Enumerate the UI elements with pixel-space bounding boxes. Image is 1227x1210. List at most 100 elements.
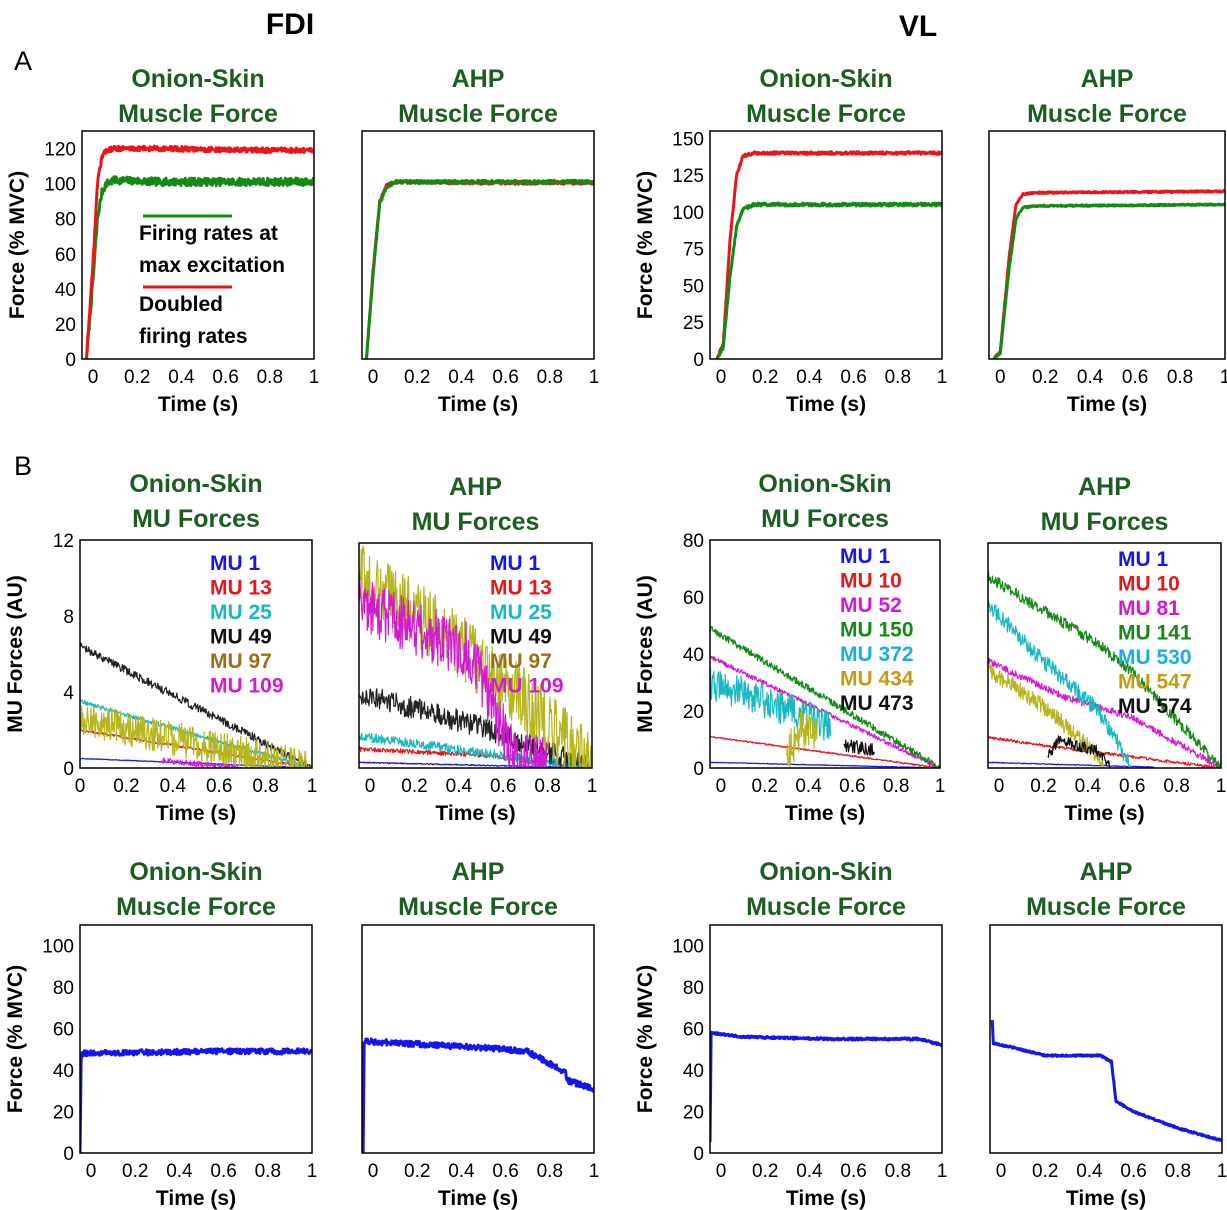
legend-entry: MU 530: [1118, 646, 1192, 669]
chart-vl-onion-mu-b: Onion-Skin MU Forces 0 0.2 0.4 0.6 0.8 1 0 20 40 60…: [634, 470, 945, 825]
series-line-mu-81: [988, 657, 1221, 768]
x-axis-label: Time (s): [1064, 802, 1144, 825]
x-tick-label: 0.2: [752, 1161, 778, 1182]
chart-vl-onion-muscle-a: Onion-Skin Muscle Force 0 0.2 0.4 0.6 0.8 1 0 25 5…: [634, 65, 947, 416]
chart-title: Muscle Force: [118, 100, 278, 128]
legend-entry: MU 141: [1118, 622, 1192, 645]
x-axis-label: Time (s): [438, 393, 518, 416]
x-tick-label: 0: [365, 776, 376, 797]
legend-entry: MU 434: [840, 668, 914, 691]
chart-title: Muscle Force: [398, 893, 558, 921]
x-tick-label: 0.4: [446, 776, 473, 797]
legend-entry: MU 109: [490, 675, 564, 698]
y-tick-label: 20: [683, 702, 704, 723]
series-line-mu-1: [710, 761, 940, 768]
x-tick-label: 0.2: [404, 367, 430, 388]
x-axis-label: Time (s): [786, 1187, 866, 1210]
series-line-firing-rates-at-max-excitation: [84, 175, 314, 359]
y-tick-label: 20: [53, 1103, 74, 1124]
x-tick-label: 1: [589, 367, 600, 388]
x-axis-label: Time (s): [156, 802, 236, 825]
legend-entry: MU 574: [1118, 695, 1192, 718]
plot-frame: [709, 130, 943, 360]
chart-title: Muscle Force: [1027, 100, 1187, 128]
x-tick-label: 1: [309, 367, 320, 388]
x-tick-label: 0.4: [448, 367, 475, 388]
chart-title: Onion-Skin: [129, 858, 262, 886]
chart-title: Muscle Force: [398, 100, 558, 128]
y-tick-label: 80: [55, 210, 76, 231]
chart-title: Onion-Skin: [758, 470, 891, 498]
y-tick-label: 0: [693, 1144, 704, 1165]
x-tick-label: 0.6: [1120, 1161, 1146, 1182]
chart-vl-ahp-muscle-a: AHP Muscle Force 0 0.2 0.4 0.6 0.8 1 Time (s): [988, 65, 1227, 416]
legend-entry: MU 49: [210, 626, 272, 649]
series-line: [715, 150, 942, 359]
chart-title: Muscle Force: [746, 893, 906, 921]
chart-fdi-onion-mu-b: Onion-Skin MU Forces 0 0.2 0.4 0.6 0.8 1 0 4 8 12 Ti…: [4, 470, 317, 825]
x-tick-label: 0.6: [490, 776, 516, 797]
series-line: [362, 1037, 594, 1153]
x-tick-label: 1: [307, 776, 318, 797]
x-tick-label: 0.6: [840, 1161, 866, 1182]
y-axis-label: Force (% MVC): [634, 965, 657, 1113]
x-axis-label: Time (s): [438, 1187, 518, 1210]
y-tick-label: 60: [683, 588, 704, 609]
chart-title: Onion-Skin: [131, 65, 264, 93]
y-tick-label: 40: [683, 1061, 704, 1082]
series-line-doubled-firing-rates: [84, 144, 314, 359]
legend-entry: MU 13: [210, 577, 272, 600]
y-tick-label: 0: [693, 759, 704, 780]
chart-title: Muscle Force: [746, 100, 906, 128]
chart-title: Onion-Skin: [759, 65, 892, 93]
series-line-mu-49: [80, 642, 312, 768]
y-axis-label: MU Forces (AU): [4, 575, 27, 733]
charts: Onion-Skin Muscle Force 0 0.2 0.4 0.6 0.8 1 0 20 4…: [4, 65, 1227, 1210]
y-tick-label: 125: [672, 166, 704, 187]
y-tick-label: 0: [65, 350, 76, 371]
chart-title: MU Forces: [761, 505, 889, 533]
y-tick-label: 60: [683, 1020, 704, 1041]
x-tick-label: 0.2: [122, 1161, 148, 1182]
series-line-mu-141: [988, 571, 1221, 768]
x-tick-label: 0.6: [1119, 776, 1145, 797]
x-tick-label: 1: [589, 1161, 600, 1182]
x-tick-label: 0.8: [1165, 1161, 1191, 1182]
x-tick-label: 0: [994, 776, 1005, 797]
plot-frame: [358, 542, 593, 769]
chart-vl-onion-muscle-b: Onion-Skin Muscle Force 0 0.2 0.4 0.6 0.8 1 0 20 4…: [634, 858, 947, 1210]
legend-entry: MU 97: [490, 650, 552, 673]
legend-entry: MU 1: [1118, 548, 1168, 571]
x-tick-label: 0.4: [1077, 367, 1104, 388]
series-line-mu-25: [80, 699, 312, 768]
series-line-mu-372: [710, 666, 832, 741]
x-tick-label: 0.8: [255, 1161, 281, 1182]
legend-entry: MU 473: [840, 692, 914, 715]
chart-fdi-ahp-muscle-b: AHP Muscle Force 0 0.2 0.4 0.6 0.8 1 Time (s): [361, 858, 600, 1210]
plot-frame: [79, 924, 313, 1154]
legend-entry: MU 10: [1118, 573, 1180, 596]
x-tick-label: 1: [1217, 1161, 1227, 1182]
x-tick-label: 0.6: [840, 367, 866, 388]
x-axis-label: Time (s): [158, 393, 238, 416]
x-tick-label: 0.2: [1032, 367, 1058, 388]
series-line-mu-473: [843, 739, 875, 756]
y-tick-label: 80: [53, 978, 74, 999]
chart-title: Muscle Force: [1026, 893, 1186, 921]
x-tick-label: 0: [368, 1161, 379, 1182]
x-tick-label: 0.2: [752, 776, 778, 797]
y-tick-label: 80: [683, 978, 704, 999]
y-axis-label: Force (% MVC): [4, 965, 27, 1113]
x-tick-label: 0.4: [1075, 776, 1102, 797]
x-tick-label: 0.6: [492, 1161, 518, 1182]
y-tick-label: 100: [42, 937, 74, 958]
series-line: [80, 1047, 312, 1153]
legend-entry: max excitation: [139, 254, 285, 277]
chart-title: Onion-Skin: [759, 858, 892, 886]
x-tick-label: 0.6: [212, 367, 238, 388]
series-line-mu-150: [710, 625, 940, 768]
x-tick-label: 0.8: [252, 776, 278, 797]
